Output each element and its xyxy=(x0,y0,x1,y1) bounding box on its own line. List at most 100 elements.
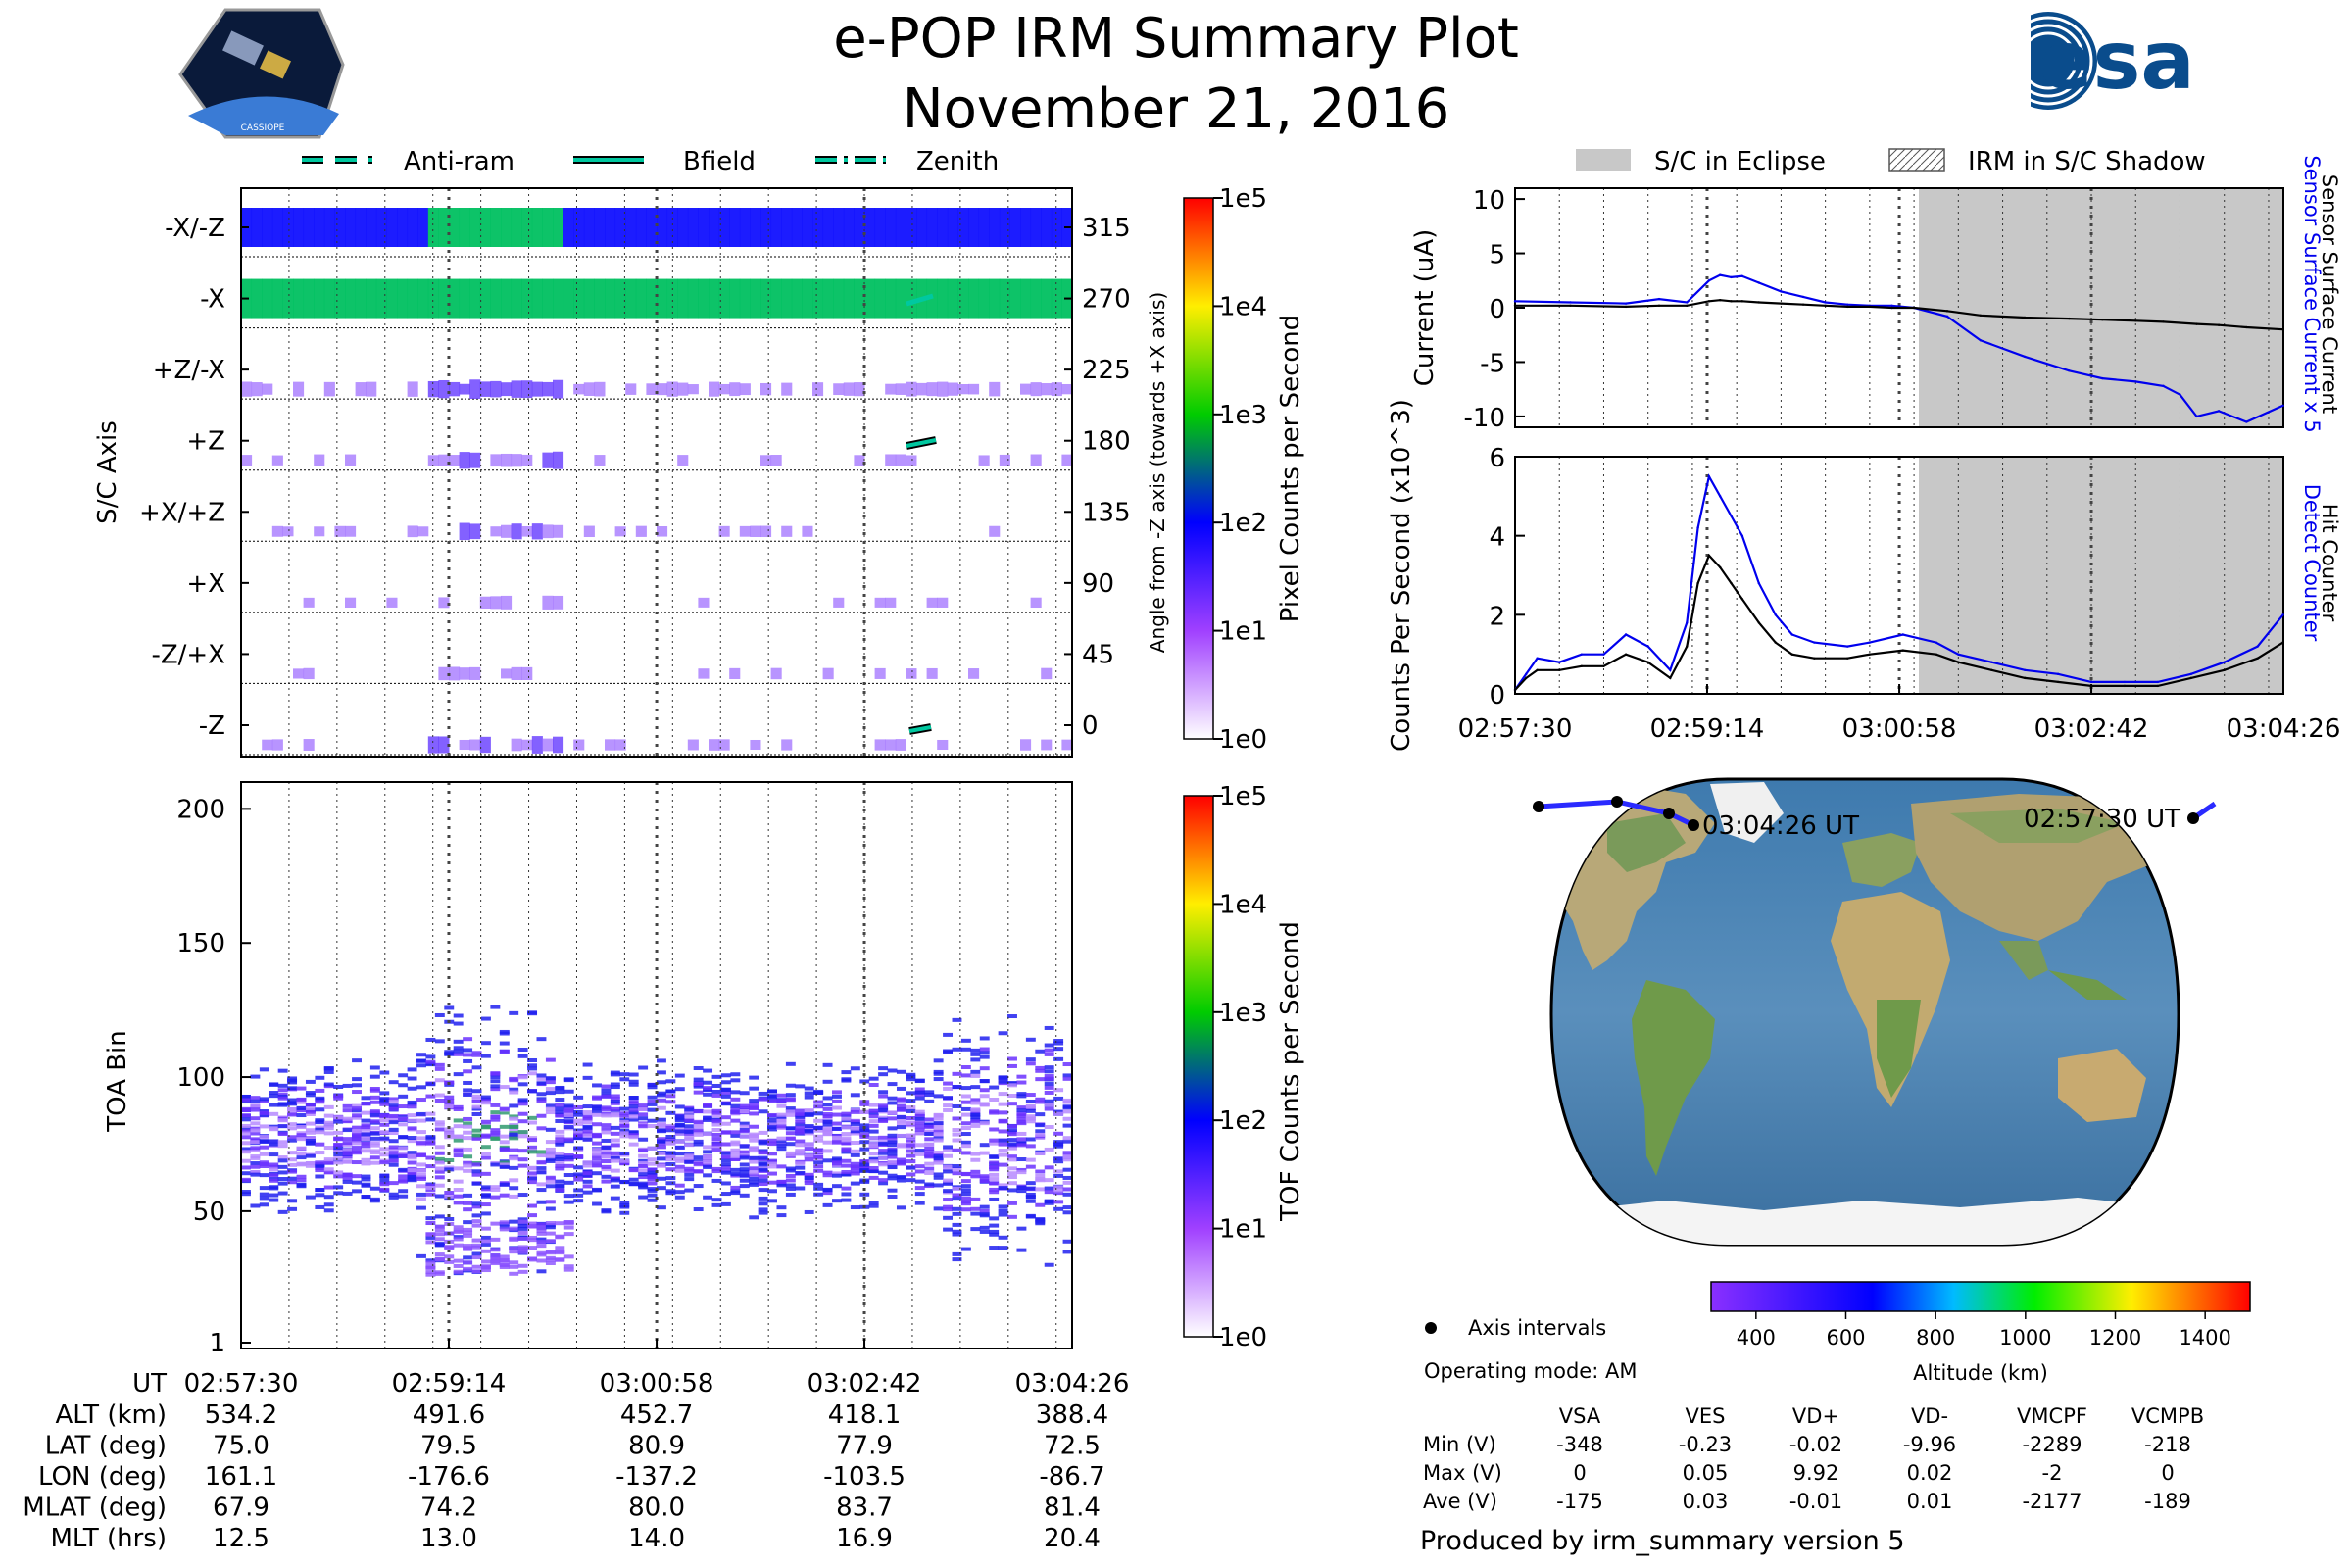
pixel-heatmap-cell xyxy=(449,666,461,681)
voltage-column-header: VD+ xyxy=(1792,1404,1839,1428)
tof-heatmap-cell xyxy=(749,1170,760,1175)
tof-heatmap-cell xyxy=(361,1174,371,1179)
tof-heatmap-cell xyxy=(933,1206,944,1211)
tof-heatmap-cell xyxy=(711,1113,722,1118)
tof-heatmap-cell xyxy=(490,1248,501,1252)
tof-heatmap-cell xyxy=(398,1135,409,1140)
tof-heatmap-cell xyxy=(277,1158,288,1163)
tof-heatmap-cell xyxy=(315,1107,325,1112)
tof-heatmap-cell xyxy=(536,1244,547,1249)
tof-heatmap-cell xyxy=(952,1222,962,1227)
tof-heatmap-cell xyxy=(536,1225,547,1230)
tof-heatmap-cell xyxy=(416,1172,426,1177)
tof-heatmap-cell xyxy=(480,1016,491,1021)
tof-heatmap-cell xyxy=(739,1124,750,1129)
tof-heatmap-cell xyxy=(822,1131,833,1136)
tof-heatmap-cell xyxy=(407,1160,417,1165)
tof-heatmap-cell xyxy=(619,1120,630,1125)
series-point xyxy=(1719,299,1722,302)
pixel-heatmap-cell xyxy=(553,736,564,754)
tof-heatmap-cell xyxy=(407,1177,417,1182)
tof-heatmap-cell xyxy=(684,1118,695,1123)
tof-heatmap-cell xyxy=(868,1144,879,1149)
pixel-heatmap-cell xyxy=(895,208,906,247)
tof-heatmap-cell xyxy=(509,1103,519,1108)
tof-heatmap-cell xyxy=(1025,1061,1036,1066)
legend-anti-ram: Anti-ram xyxy=(404,147,514,176)
pixel-heatmap-cell xyxy=(605,278,616,318)
tof-heatmap-cell xyxy=(407,1067,417,1072)
line-ytick-label: -5 xyxy=(1480,349,1505,378)
tof-heatmap-cell xyxy=(711,1137,722,1142)
tof-heatmap-cell xyxy=(868,1082,879,1087)
tof-heatmap-cell xyxy=(241,1165,251,1170)
tof-heatmap-cell xyxy=(592,1152,602,1156)
series-point xyxy=(2056,680,2060,684)
tof-heatmap-cell xyxy=(628,1104,639,1109)
tof-heatmap-cell xyxy=(1054,1188,1064,1193)
tof-heatmap-cell xyxy=(269,1193,279,1198)
tof-heatmap-cell xyxy=(785,1192,796,1197)
tof-heatmap-cell xyxy=(545,1110,556,1115)
tof-heatmap-cell xyxy=(822,1187,833,1192)
tof-heatmap-cell xyxy=(333,1084,344,1089)
tof-heatmap-cell xyxy=(628,1133,639,1138)
tof-heatmap-cell xyxy=(315,1193,325,1198)
tof-heatmap-cell xyxy=(933,1160,944,1165)
tof-heatmap-cell xyxy=(749,1215,760,1220)
tof-heatmap-cell xyxy=(536,1258,547,1263)
tof-heatmap-cell xyxy=(638,1153,649,1158)
tof-heatmap-cell xyxy=(960,1126,971,1131)
tof-heatmap-cell xyxy=(444,1052,455,1056)
series-point xyxy=(1719,495,1722,498)
tof-heatmap-cell xyxy=(960,1144,971,1149)
tof-heatmap-cell xyxy=(1062,1192,1073,1197)
tof-heatmap-cell xyxy=(933,1129,944,1134)
pixel-heatmap-cell xyxy=(459,522,470,541)
tof-heatmap-cell xyxy=(564,1254,574,1259)
tof-heatmap-cell xyxy=(878,1066,889,1071)
tof-heatmap-cell xyxy=(720,1165,731,1170)
tof-heatmap-cell xyxy=(463,1230,473,1235)
tof-heatmap-cell xyxy=(657,1176,666,1181)
tof-heatmap-cell xyxy=(1044,1043,1054,1048)
series-point xyxy=(1990,661,1993,663)
tof-heatmap-cell xyxy=(647,1181,658,1186)
tof-heatmap-cell xyxy=(545,1184,556,1189)
tof-heatmap-cell xyxy=(471,1128,482,1133)
tof-heatmap-cell xyxy=(711,1083,722,1088)
pixel-heatmap-cell xyxy=(947,278,958,318)
tof-heatmap-cell xyxy=(795,1122,806,1127)
tof-heatmap-cell xyxy=(850,1126,860,1131)
time-row-label: LAT (deg) xyxy=(45,1432,167,1461)
tof-heatmap-cell xyxy=(887,1154,898,1159)
pixel-heatmap-cell xyxy=(511,208,522,247)
tof-heatmap-cell xyxy=(517,1193,528,1198)
tof-heatmap-cell xyxy=(1016,1105,1027,1110)
tof-heatmap-cell xyxy=(739,1134,750,1139)
pixel-heatmap-cell xyxy=(583,208,595,247)
tof-heatmap-cell xyxy=(610,1082,620,1087)
pixel-heatmap-cell xyxy=(438,379,450,399)
tof-heatmap-cell xyxy=(822,1119,833,1124)
pixel-heatmap-cell xyxy=(874,278,886,318)
pixel-heatmap-cell xyxy=(459,208,470,247)
tof-heatmap-cell xyxy=(416,1136,426,1141)
tof-heatmap-cell xyxy=(480,1171,491,1176)
legend-zenith: Zenith xyxy=(916,147,999,176)
tof-heatmap-cell xyxy=(952,1193,962,1198)
tof-heatmap-cell xyxy=(665,1161,676,1166)
pixel-heatmap-cell xyxy=(397,278,409,318)
series-point xyxy=(1719,273,1722,276)
tof-heatmap-cell xyxy=(933,1058,944,1063)
tof-heatmap-cell xyxy=(795,1139,806,1144)
tof-heatmap-cell xyxy=(509,1219,519,1224)
tof-heatmap-cell xyxy=(564,1137,574,1142)
voltage-cell: -0.23 xyxy=(1679,1433,1732,1456)
tof-heatmap-cell xyxy=(601,1130,612,1135)
tof-heatmap-cell xyxy=(453,1046,464,1051)
tof-heatmap-cell xyxy=(509,1194,519,1199)
tof-heatmap-cell xyxy=(628,1096,639,1101)
tof-heatmap-cell xyxy=(749,1149,760,1153)
tof-heatmap-cell xyxy=(545,1231,556,1236)
